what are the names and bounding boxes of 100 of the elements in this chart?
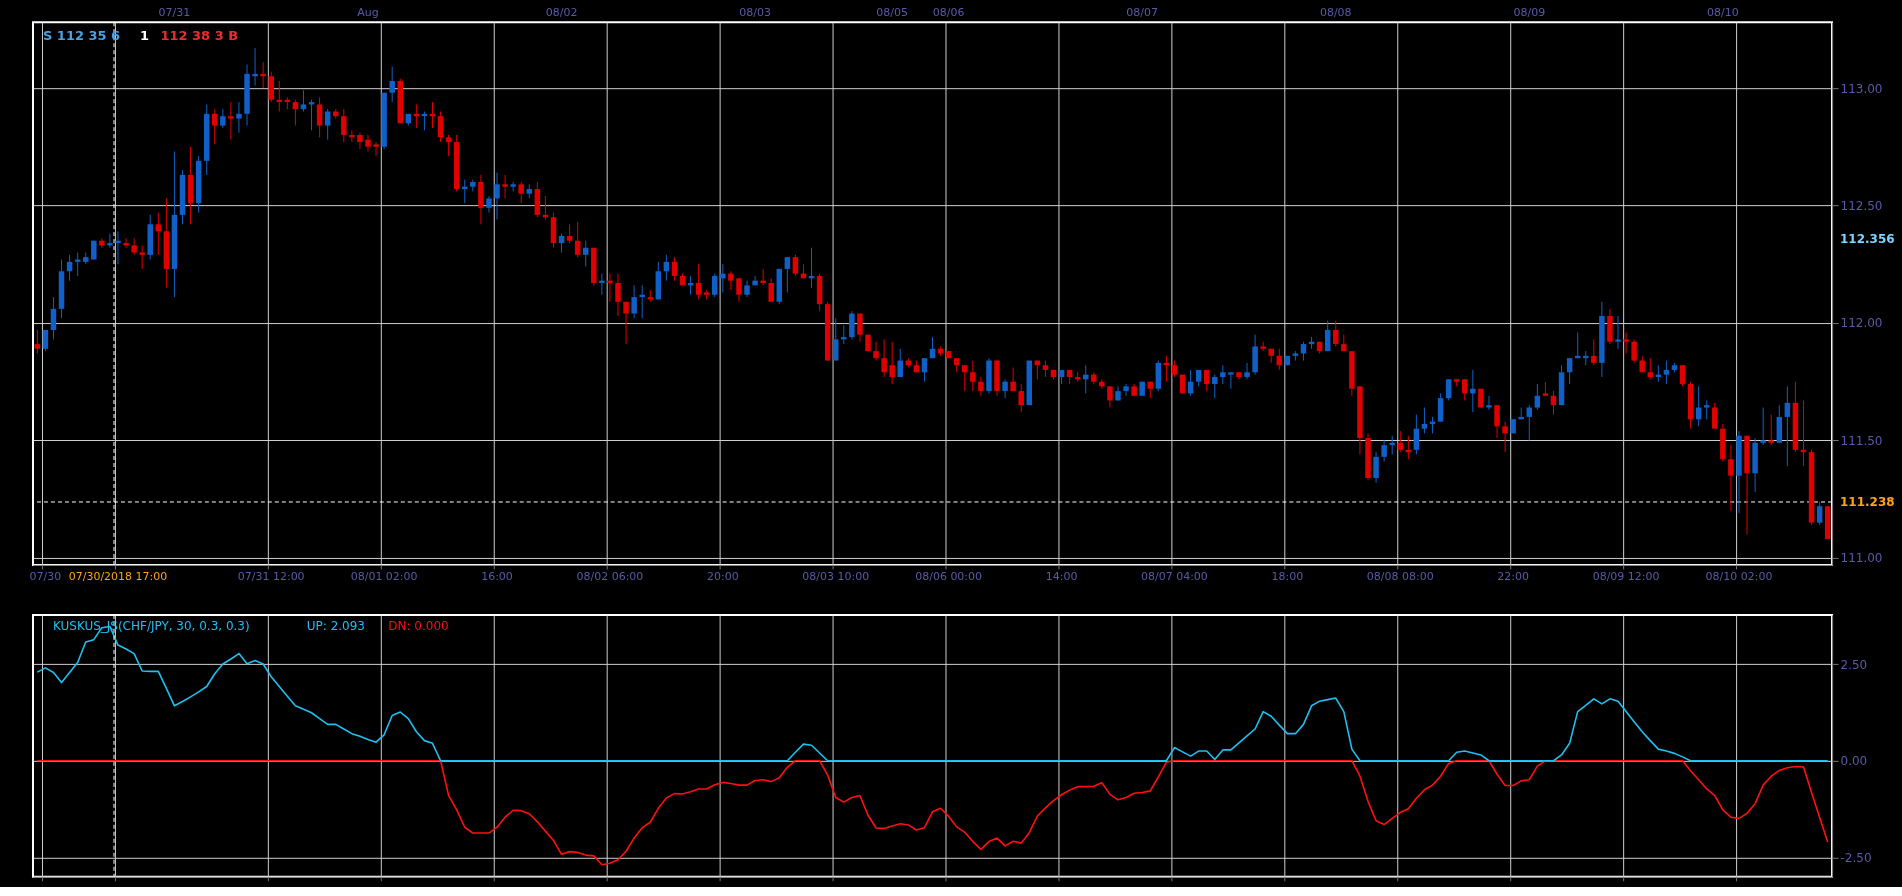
candlestick <box>1712 402 1718 430</box>
candlestick <box>357 132 363 150</box>
text: 08/02 <box>545 6 578 20</box>
candlestick <box>623 301 629 345</box>
candlestick <box>1445 378 1452 401</box>
candlestick <box>607 273 613 303</box>
candlestick <box>1099 378 1105 390</box>
candlestick <box>574 221 581 258</box>
candlestick <box>841 324 847 345</box>
candlestick <box>768 277 774 303</box>
candlestick <box>252 47 258 87</box>
candlestick <box>736 277 742 303</box>
y-tick-label: 112.50 <box>1840 198 1883 213</box>
candlestick <box>139 244 145 270</box>
candlestick <box>921 357 928 383</box>
x-tick-label: 07/31 12:00 <box>237 570 305 584</box>
candlestick <box>784 256 791 293</box>
candlestick <box>712 273 718 298</box>
y-tick-label: 111.00 <box>1840 551 1883 566</box>
text: UP: 2.093 <box>306 618 365 633</box>
text: 08/08 <box>1319 6 1352 20</box>
candlestick <box>832 317 839 362</box>
text: 08/05 <box>876 6 909 20</box>
candlestick <box>365 134 371 152</box>
y-tick-label: 2.50 <box>1840 657 1868 672</box>
candlestick <box>502 174 508 199</box>
x-tick-label: 08/08 08:00 <box>1366 570 1434 584</box>
text: 08/07 <box>1126 6 1159 20</box>
candlestick <box>99 237 105 249</box>
candlestick <box>558 233 565 253</box>
x-tick-label: 08/10 02:00 <box>1705 570 1773 584</box>
candlestick <box>349 129 355 143</box>
candlestick <box>1437 392 1444 423</box>
candlestick <box>857 313 863 343</box>
candlestick <box>1462 378 1468 401</box>
candlestick <box>1470 369 1476 413</box>
x-tick-label: 08/06 00:00 <box>915 570 983 584</box>
candlestick <box>978 376 984 397</box>
candlestick <box>1324 320 1331 352</box>
candlestick <box>962 364 968 392</box>
candlestick <box>1413 414 1420 456</box>
candlestick <box>300 89 307 112</box>
candlestick <box>1228 371 1234 390</box>
candlestick <box>1816 501 1823 526</box>
candlestick <box>316 96 323 138</box>
candlestick <box>1784 385 1791 467</box>
x-tick-label: 08/03 10:00 <box>802 570 870 584</box>
candlestick <box>260 61 266 89</box>
candlestick <box>131 237 137 256</box>
text: 08/03 <box>739 6 771 20</box>
candlestick <box>1389 435 1395 456</box>
candlestick <box>1397 430 1403 453</box>
candlestick <box>1631 338 1637 364</box>
y-tick-label: 112.00 <box>1840 316 1883 331</box>
candlestick <box>1760 407 1766 446</box>
candlestick <box>1591 338 1597 366</box>
text: Aug <box>357 6 379 20</box>
candlestick <box>1002 378 1008 399</box>
y-tick-label: 111.50 <box>1840 433 1883 448</box>
ref-line-label: 111.238 <box>1840 494 1895 509</box>
candlestick <box>1728 444 1734 512</box>
candlestick <box>1018 383 1024 413</box>
line-series <box>36 759 1829 866</box>
text: 07/31 <box>158 6 191 20</box>
candlestick <box>1421 407 1428 434</box>
candlestick <box>50 296 57 340</box>
candlestick <box>324 108 331 141</box>
candlestick <box>510 181 516 192</box>
x-tick-label: 22:00 <box>1497 570 1529 584</box>
text: DN: 0.000 <box>388 618 449 633</box>
candlestick <box>445 134 452 157</box>
candlestick <box>1494 404 1500 439</box>
candlestick <box>1212 374 1218 399</box>
candlestick <box>1768 414 1774 446</box>
candlestick <box>1679 364 1686 387</box>
candlestick <box>1244 362 1250 380</box>
candlestick <box>518 181 524 204</box>
candlestick <box>236 101 242 134</box>
x-tick-label: 07/30 <box>29 570 62 584</box>
candlestick <box>1566 357 1573 385</box>
x-tick-label: 08/07 04:00 <box>1141 570 1208 584</box>
candlestick <box>1663 360 1670 385</box>
candlestick <box>970 360 976 392</box>
candlestick <box>1502 421 1508 453</box>
candlestick <box>462 179 468 204</box>
candlestick <box>1373 451 1379 484</box>
candlestick <box>123 237 129 249</box>
candlestick <box>631 284 637 319</box>
x-tick-label: 08/01 02:00 <box>350 570 418 584</box>
candlestick <box>115 230 121 265</box>
candlestick <box>268 71 274 103</box>
x-tick-label: 14:00 <box>1045 570 1078 584</box>
candlestick <box>671 256 678 282</box>
candlestick <box>220 108 226 129</box>
candlestick <box>599 273 605 296</box>
y-tick-label: 113.00 <box>1840 81 1883 96</box>
text: 08/10 <box>1707 6 1739 20</box>
candlestick <box>1220 364 1226 385</box>
candlestick <box>1534 383 1541 411</box>
candlestick <box>212 108 218 145</box>
